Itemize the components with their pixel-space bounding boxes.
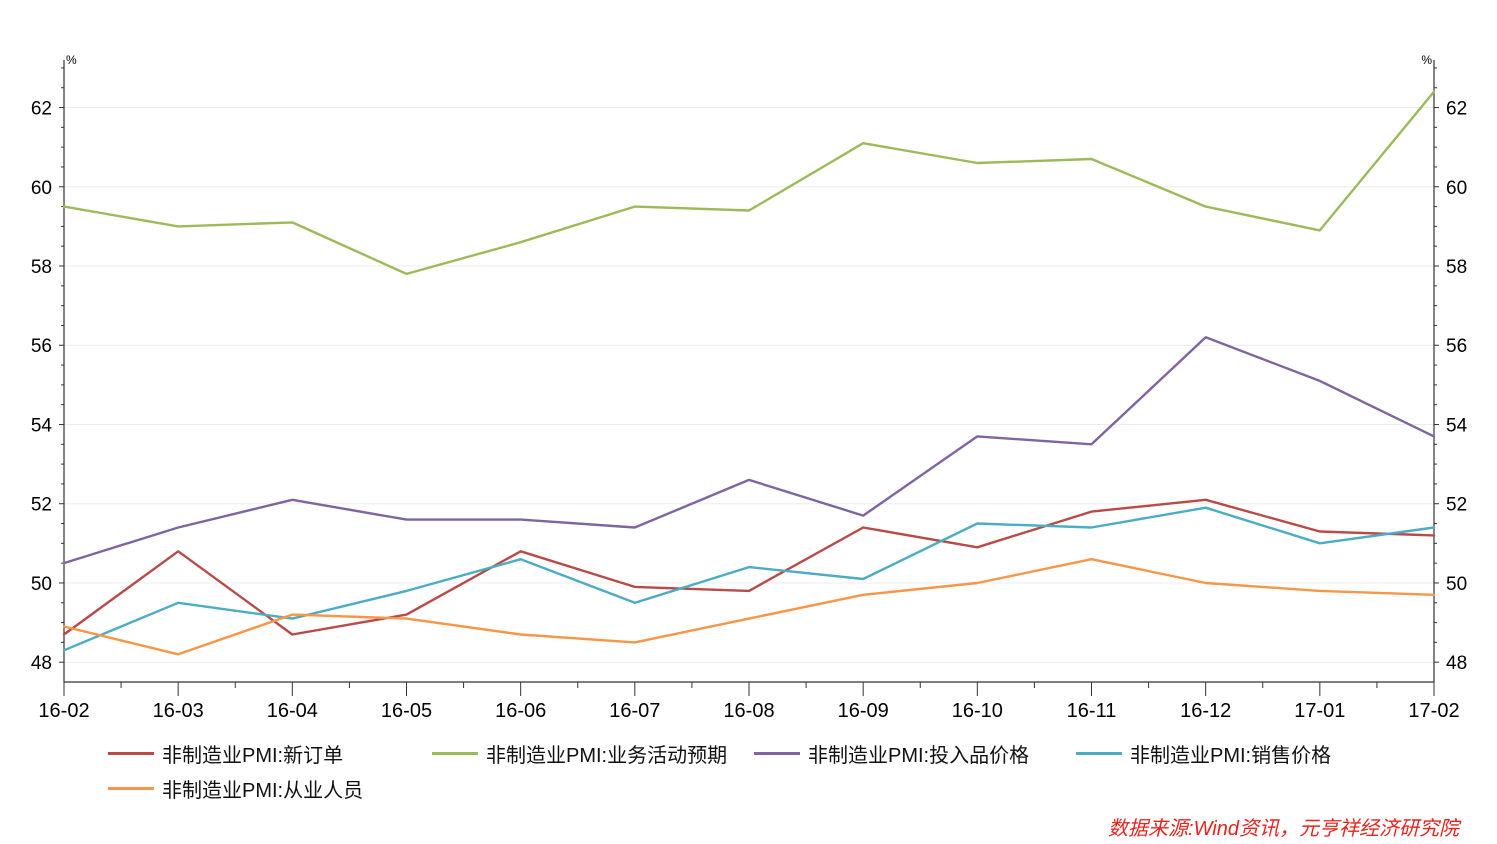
x-tick-label: 17-01	[1294, 700, 1345, 722]
axes: 48 48 50 50 52 52 54 54 56 56 58 58 60 60 62 62% % 16-02 1…	[31, 53, 1468, 722]
series-line-1	[62, 90, 1436, 276]
data-source-note: 数据来源:Wind资讯，元亨祥经济研究院	[1108, 818, 1459, 840]
y-tick-label-left: 54	[31, 415, 53, 436]
series-line-2	[62, 336, 1436, 565]
y-tick-label-right: 60	[1446, 178, 1467, 199]
grid-lines	[64, 107, 1434, 663]
legend-item-employment: 非制造业PMI:从业人员	[108, 773, 363, 803]
legend-item-input-price: 非制造业PMI:投入品价格	[754, 738, 1029, 768]
legend-item-sales-price: 非制造业PMI:销售价格	[1076, 738, 1331, 768]
legend-label: 非制造业PMI:销售价格	[1130, 744, 1332, 767]
x-tick-label: 16-10	[952, 700, 1003, 722]
x-tick-label: 16-06	[495, 700, 546, 722]
x-tick-label: 16-08	[723, 700, 774, 722]
legend-label: 非制造业PMI:业务活动预期	[486, 744, 728, 767]
y-unit-left: %	[66, 53, 77, 67]
legend-label: 非制造业PMI:新订单	[162, 744, 344, 767]
x-tick-label: 16-03	[153, 700, 204, 722]
legend-item-business-expectation: 非制造业PMI:业务活动预期	[432, 738, 727, 768]
series-line-0	[62, 498, 1436, 636]
y-tick-label-left: 56	[31, 336, 52, 357]
x-tick-label: 17-02	[1408, 700, 1459, 722]
y-tick-label-left: 62	[31, 99, 52, 120]
legend-swatch	[432, 751, 478, 755]
y-tick-label-left: 50	[31, 574, 52, 595]
y-tick-label-right: 58	[1446, 257, 1467, 278]
y-tick-label-left: 52	[31, 495, 52, 516]
legend-item-new-orders: 非制造业PMI:新订单	[108, 738, 343, 768]
legend-label: 非制造业PMI:从业人员	[162, 779, 364, 802]
x-tick-label: 16-09	[838, 700, 889, 722]
legend-swatch	[1076, 751, 1122, 755]
x-tick-label: 16-05	[381, 700, 432, 722]
x-tick-label: 16-07	[609, 700, 660, 722]
y-tick-label-right: 62	[1446, 99, 1467, 120]
y-tick-label-left: 58	[31, 257, 52, 278]
legend-swatch	[754, 751, 800, 755]
y-unit-right: %	[1421, 53, 1432, 67]
legend-swatch	[108, 786, 154, 790]
series-line-3	[62, 506, 1436, 652]
x-tick-label: 16-02	[38, 700, 89, 722]
y-tick-label-right: 52	[1446, 495, 1467, 516]
legend-label: 非制造业PMI:投入品价格	[808, 744, 1030, 767]
x-tick-label: 16-04	[267, 700, 318, 722]
series-lines	[62, 90, 1436, 656]
series-line-4	[62, 558, 1436, 656]
y-tick-label-left: 48	[31, 653, 52, 674]
legend-swatch	[108, 751, 154, 755]
y-tick-label-left: 60	[31, 178, 52, 199]
y-tick-label-right: 50	[1446, 574, 1467, 595]
y-tick-label-right: 54	[1446, 415, 1468, 436]
y-tick-label-right: 48	[1446, 653, 1467, 674]
x-tick-label: 16-12	[1180, 700, 1231, 722]
y-tick-label-right: 56	[1446, 336, 1467, 357]
x-tick-label: 16-11	[1067, 700, 1117, 722]
